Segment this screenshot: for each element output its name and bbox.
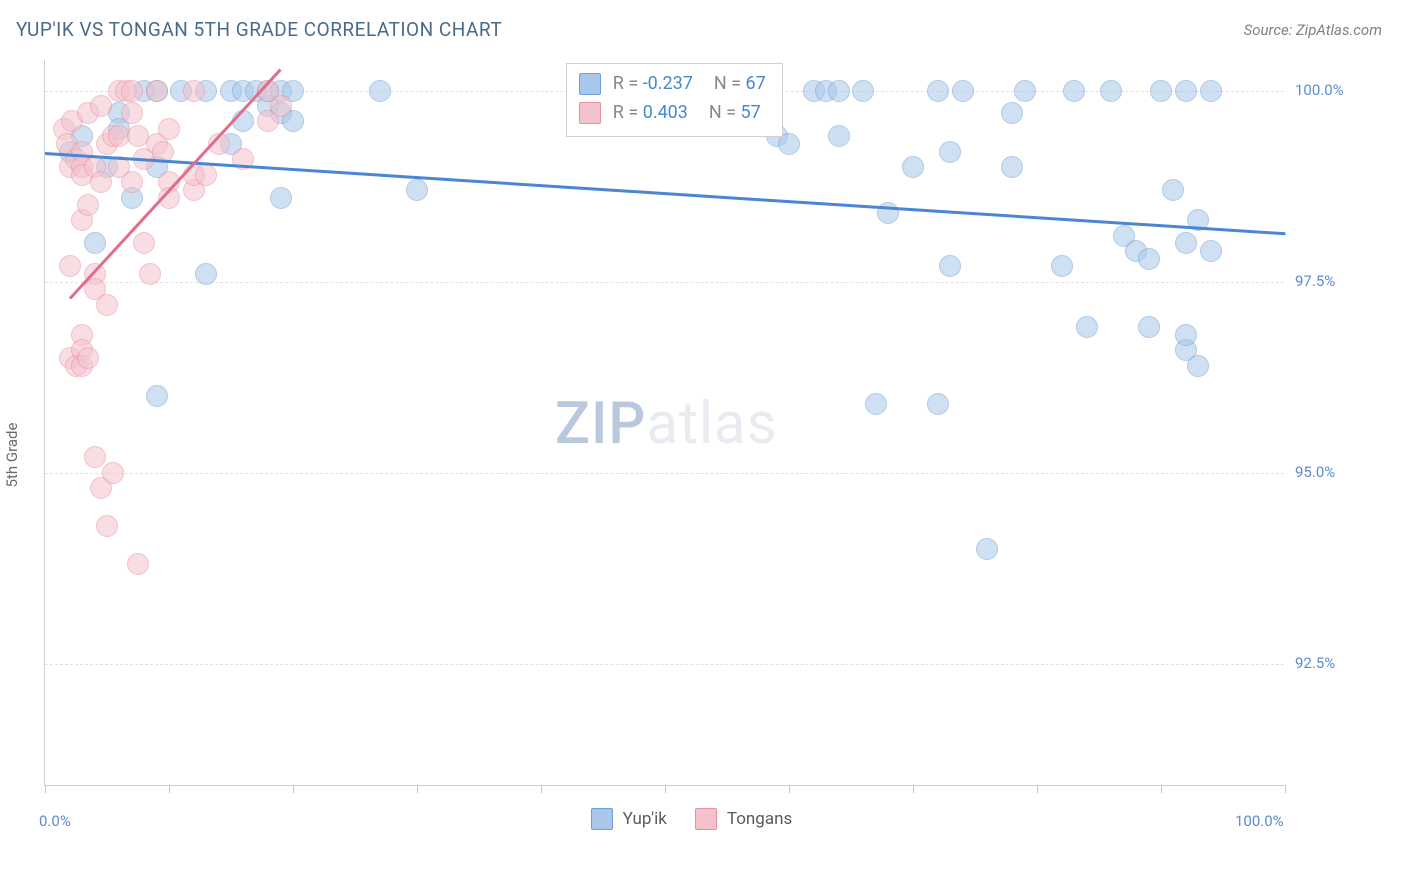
data-point xyxy=(84,232,106,254)
data-point xyxy=(102,462,124,484)
data-point xyxy=(1051,255,1073,277)
legend-row: R = -0.237 N = 67 xyxy=(579,70,766,99)
legend-swatch xyxy=(591,808,613,830)
legend-n: N = 57 xyxy=(700,99,761,128)
data-point xyxy=(1200,240,1222,262)
data-point xyxy=(195,164,217,186)
legend-swatch xyxy=(579,73,601,95)
x-tick xyxy=(417,785,418,793)
data-point xyxy=(1187,355,1209,377)
chart-container: 5th Grade ZIPatlas 92.5%95.0%97.5%100.0%… xyxy=(44,60,1384,850)
x-tick xyxy=(913,785,914,793)
legend-swatch xyxy=(579,102,601,124)
y-tick-label: 92.5% xyxy=(1295,654,1335,672)
data-point xyxy=(121,80,143,102)
data-point xyxy=(828,80,850,102)
data-point xyxy=(865,393,887,415)
data-point xyxy=(1001,156,1023,178)
gridline-h xyxy=(45,282,1284,283)
data-point xyxy=(77,194,99,216)
chart-header: YUP'IK VS TONGAN 5TH GRADE CORRELATION C… xyxy=(0,0,1406,55)
trendline xyxy=(45,152,1285,235)
data-point xyxy=(1138,316,1160,338)
data-point xyxy=(939,141,961,163)
data-point xyxy=(96,294,118,316)
data-point xyxy=(939,255,961,277)
data-point xyxy=(1138,248,1160,270)
data-point xyxy=(927,393,949,415)
data-point xyxy=(84,446,106,468)
data-point xyxy=(952,80,974,102)
data-point xyxy=(270,95,292,117)
legend-label: Yup'ik xyxy=(623,809,667,829)
data-point xyxy=(133,232,155,254)
data-point xyxy=(90,95,112,117)
data-point xyxy=(183,80,205,102)
x-tick xyxy=(293,785,294,793)
x-tick xyxy=(1037,785,1038,793)
data-point xyxy=(139,263,161,285)
y-tick-label: 97.5% xyxy=(1295,272,1335,290)
x-tick xyxy=(45,785,46,793)
legend-r: R = -0.237 xyxy=(613,70,693,99)
legend-r: R = 0.403 xyxy=(613,99,688,128)
data-point xyxy=(1076,316,1098,338)
data-point xyxy=(369,80,391,102)
data-point xyxy=(1175,80,1197,102)
data-point xyxy=(158,118,180,140)
gridline-h xyxy=(45,664,1284,665)
chart-source: Source: ZipAtlas.com xyxy=(1244,21,1382,39)
legend-row: R = 0.403 N = 57 xyxy=(579,99,766,128)
legend-swatch xyxy=(695,808,717,830)
x-tick xyxy=(665,785,666,793)
data-point xyxy=(270,187,292,209)
data-point xyxy=(232,110,254,132)
chart-title: YUP'IK VS TONGAN 5TH GRADE CORRELATION C… xyxy=(16,18,502,41)
data-point xyxy=(1100,80,1122,102)
data-point xyxy=(1014,80,1036,102)
data-point xyxy=(1200,80,1222,102)
gridline-h xyxy=(45,473,1284,474)
x-tick xyxy=(1285,785,1286,793)
data-point xyxy=(902,156,924,178)
x-tick xyxy=(1161,785,1162,793)
data-point xyxy=(1063,80,1085,102)
data-point xyxy=(1175,232,1197,254)
data-point xyxy=(927,80,949,102)
data-point xyxy=(195,263,217,285)
y-axis-title: 5th Grade xyxy=(3,423,21,488)
data-point xyxy=(59,255,81,277)
x-tick-label: 100.0% xyxy=(1235,812,1284,830)
series-legend: Yup'ik Tongans xyxy=(591,808,811,830)
data-point xyxy=(121,102,143,124)
data-point xyxy=(1150,80,1172,102)
correlation-legend: R = -0.237 N = 67R = 0.403 N = 57 xyxy=(566,63,783,137)
data-point xyxy=(976,538,998,560)
data-point xyxy=(1162,179,1184,201)
data-point xyxy=(852,80,874,102)
data-point xyxy=(121,171,143,193)
x-tick xyxy=(541,785,542,793)
data-point xyxy=(127,553,149,575)
y-tick-label: 95.0% xyxy=(1295,463,1335,481)
data-point xyxy=(90,171,112,193)
x-tick-label: 0.0% xyxy=(39,812,71,830)
legend-n: N = 67 xyxy=(705,70,766,99)
data-point xyxy=(146,80,168,102)
data-point xyxy=(406,179,428,201)
data-point xyxy=(96,515,118,537)
y-tick-label: 100.0% xyxy=(1295,81,1344,99)
data-point xyxy=(146,385,168,407)
data-point xyxy=(828,125,850,147)
data-point xyxy=(1175,324,1197,346)
x-tick xyxy=(169,785,170,793)
x-tick xyxy=(789,785,790,793)
data-point xyxy=(1001,102,1023,124)
plot-area: ZIPatlas 92.5%95.0%97.5%100.0%0.0%100.0%… xyxy=(44,60,1284,786)
watermark: ZIPatlas xyxy=(555,390,778,458)
data-point xyxy=(77,347,99,369)
legend-label: Tongans xyxy=(727,809,792,829)
